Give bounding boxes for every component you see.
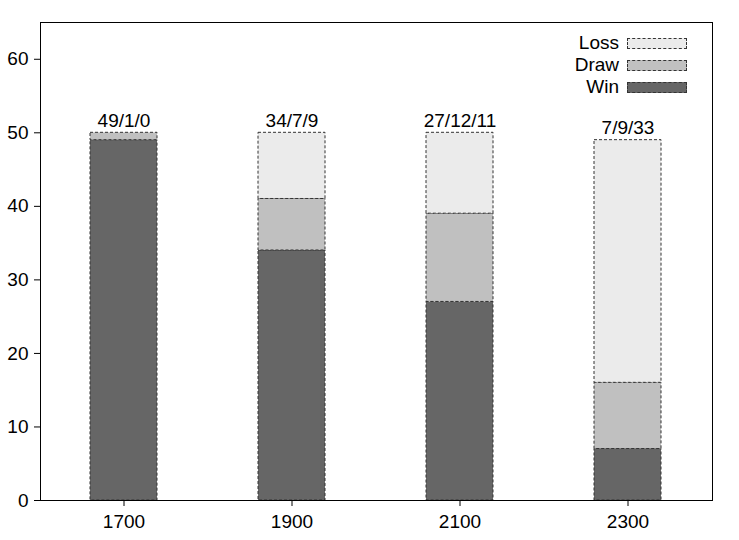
svg-text:2300: 2300	[607, 511, 649, 532]
svg-text:1700: 1700	[103, 511, 145, 532]
svg-text:27/12/11: 27/12/11	[424, 110, 497, 131]
html-text:Loss: Loss	[578, 32, 619, 53]
svg-text:7/9/33: 7/9/33	[602, 117, 655, 138]
svg-text:0: 0	[18, 490, 29, 511]
svg-text:10: 10	[7, 416, 28, 437]
svg-text:50: 50	[7, 122, 28, 143]
svg-text:60: 60	[7, 48, 28, 69]
svg-text:2100: 2100	[439, 511, 481, 532]
html-text:Win: Win	[586, 76, 619, 97]
svg-text:49/1/0: 49/1/0	[98, 110, 151, 131]
html-text:Draw: Draw	[574, 54, 619, 75]
svg-text:30: 30	[7, 269, 28, 290]
svg-text:1900: 1900	[271, 511, 313, 532]
svg-text:20: 20	[7, 343, 28, 364]
svg-text:34/7/9: 34/7/9	[266, 110, 319, 131]
svg-text:40: 40	[7, 195, 28, 216]
